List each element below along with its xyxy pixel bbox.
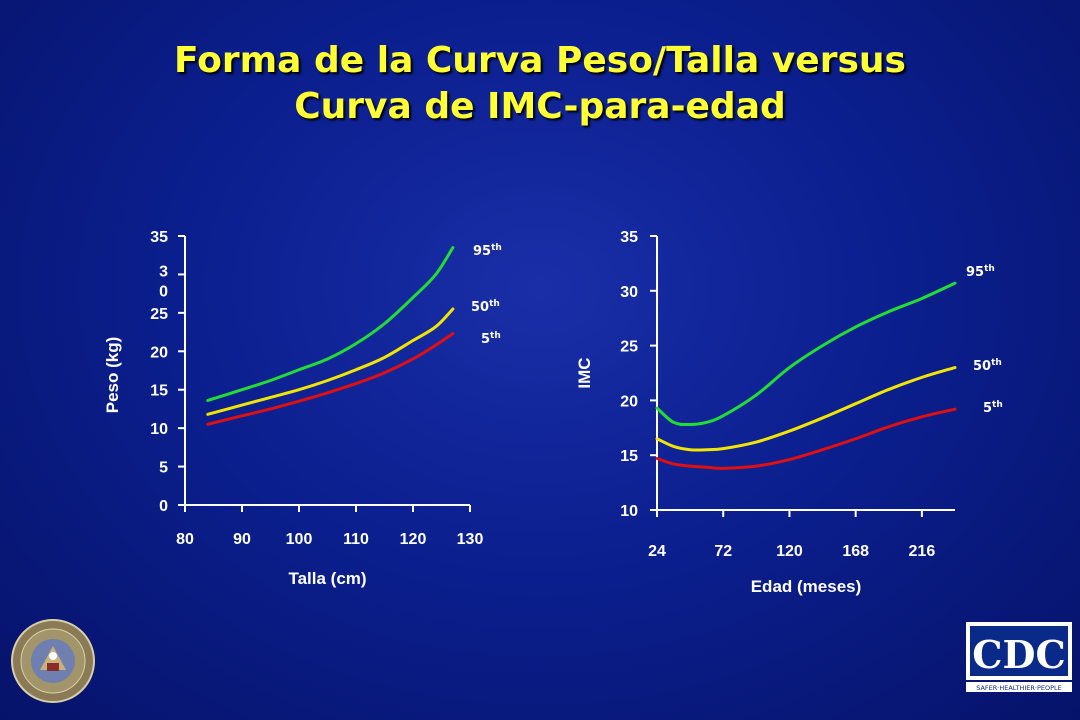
x-tick-label: 120 (400, 531, 427, 548)
slide-title-line1: Forma de la Curva Peso/Talla versus (174, 40, 906, 81)
x-axis-title: Talla (cm) (288, 569, 366, 588)
y-tick-label: 30 (620, 284, 638, 301)
y-tick-label: 20 (620, 393, 638, 410)
y-tick-label: 3 (159, 263, 168, 280)
series-label-p5: 5th (983, 400, 1003, 416)
y-tick-label: 25 (620, 339, 638, 356)
y-tick-label: 15 (620, 448, 638, 465)
cdc-logo-tagline: SAFER·HEALTHIER·PEOPLE (976, 684, 1062, 692)
x-tick-label: 120 (776, 543, 803, 560)
y-tick-label: 5 (159, 460, 168, 477)
series-line-p5 (655, 407, 957, 470)
x-tick-label: 168 (842, 543, 869, 560)
series-line-p50 (655, 366, 957, 452)
y-tick-label: 0 (159, 283, 168, 300)
series-line-p50 (206, 307, 455, 416)
y-tick-label: 35 (620, 229, 638, 246)
y-tick-label: 35 (150, 229, 168, 246)
y-tick-label: 10 (150, 421, 168, 438)
y-axis-title: Peso (kg) (103, 337, 122, 414)
cdc-logo: CDC SAFER·HEALTHIER·PEOPLE (966, 622, 1072, 692)
x-tick-label: 110 (343, 531, 369, 548)
y-tick-label: 15 (150, 383, 168, 400)
series-line-p95 (206, 246, 455, 402)
x-tick-label: 80 (176, 531, 194, 548)
y-tick-label: 20 (150, 344, 168, 361)
y-tick-label: 10 (620, 503, 638, 520)
y-axis-title: IMC (575, 357, 594, 388)
x-tick-label: 216 (909, 543, 936, 560)
x-axis-title: Edad (meses) (751, 577, 862, 596)
x-tick-label: 72 (714, 543, 732, 560)
x-tick-label: 130 (457, 531, 484, 548)
y-tick-label: 0 (159, 498, 168, 515)
university-seal-logo (11, 619, 95, 703)
cdc-logo-text: CDC (972, 632, 1065, 677)
series-label-p95: 95th (966, 264, 995, 280)
series-line-p95 (655, 281, 957, 427)
x-tick-label: 24 (648, 543, 666, 560)
y-tick-label: 25 (150, 306, 168, 323)
slide-title-line2: Curva de IMC-para-edad (294, 86, 786, 127)
x-tick-label: 100 (286, 531, 313, 548)
slide-title: Forma de la Curva Peso/Talla versus Curv… (0, 38, 1080, 130)
x-tick-label: 90 (233, 531, 251, 548)
series-label-p50: 50th (973, 358, 1002, 374)
series-line-p5 (206, 332, 455, 426)
